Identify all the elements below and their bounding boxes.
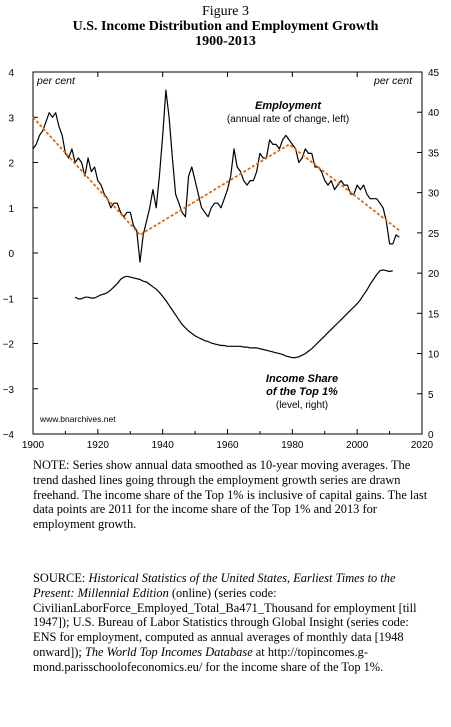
- note-paragraph: NOTE: Series show annual data smoothed a…: [33, 458, 433, 532]
- left-tick-label: −2: [3, 340, 15, 351]
- left-tick-label: 0: [8, 249, 14, 260]
- right-tick-label: 25: [428, 229, 440, 240]
- left-axis-unit-label: per cent: [36, 75, 76, 87]
- source-prefix: SOURCE:: [33, 571, 89, 585]
- income-share-sublabel: (level, right): [276, 400, 328, 411]
- source-title-world-top-incomes: The World Top Incomes Database: [84, 644, 253, 659]
- figure-title-line2: 1900-2013: [195, 34, 256, 49]
- plot-frame: [32, 71, 423, 435]
- label-layer: per cent per cent Employment (annual rat…: [36, 75, 413, 424]
- right-tick-label: 35: [428, 148, 440, 159]
- figure-title-line1: U.S. Income Distribution and Employment …: [72, 19, 379, 34]
- series-layer: [32, 89, 400, 359]
- source-details-2: at http://topincomes.g-mond.parisschoolo…: [33, 644, 384, 674]
- right-tick-label: 0: [428, 430, 434, 441]
- x-tick-label-2020: 2020: [411, 440, 434, 451]
- right-tick-label: 10: [428, 350, 440, 361]
- right-tick-label: 45: [428, 68, 440, 79]
- left-tick-label: 3: [8, 113, 14, 124]
- axes-layer: [32, 71, 423, 435]
- figure-number: Figure 3: [201, 4, 250, 19]
- employment-growth-line: [32, 89, 400, 263]
- source-title-historical-statistics: Historical Statistics of the United Stat…: [33, 571, 396, 600]
- income-share-top1-line: [74, 269, 393, 359]
- left-tick-label: −4: [3, 430, 15, 441]
- left-tick-label: 2: [8, 159, 14, 170]
- income-share-label-line1: Income Share: [266, 373, 338, 385]
- source-site-label: www.bnarchives.net: [39, 414, 116, 424]
- employment-trend-dashed-line: [32, 116, 400, 236]
- source-details-1: (online) (series code: CivilianLaborForc…: [33, 585, 417, 659]
- income-share-label-line2: of the Top 1%: [266, 386, 338, 398]
- right-tick-label: 5: [428, 390, 434, 401]
- right-tick-label: 40: [428, 108, 440, 119]
- ticks-layer: 1900 1920 1940 1960 1980 2000 202043210−1−2−3−…: [3, 68, 440, 451]
- left-tick-label: 4: [8, 68, 14, 79]
- left-tick-label: −3: [3, 385, 15, 396]
- left-tick-label: −1: [3, 294, 15, 305]
- figure-header: Figure 3 U.S. Income Distribution and Em…: [0, 4, 451, 49]
- chart: 1900 1920 1940 1960 1980 2000 202043210−1−2−3−…: [3, 68, 440, 451]
- right-tick-label: 15: [428, 309, 440, 320]
- employment-label: Employment: [255, 100, 322, 112]
- right-tick-label: 20: [428, 269, 440, 280]
- employment-sublabel: (annual rate of change, left): [227, 114, 349, 125]
- x-tick-label-1900: 1900: [22, 440, 45, 451]
- left-tick-label: 1: [8, 204, 14, 215]
- note-text: NOTE: Series show annual data smoothed a…: [33, 458, 428, 532]
- x-tick-label-2000: 2000: [346, 440, 369, 451]
- x-tick-label-1960: 1960: [216, 440, 239, 451]
- right-axis-unit-label: per cent: [373, 75, 413, 87]
- right-tick-label: 30: [428, 189, 440, 200]
- x-tick-label-1940: 1940: [152, 440, 175, 451]
- x-tick-label-1920: 1920: [87, 440, 110, 451]
- source-paragraph: SOURCE: Historical Statistics of the Uni…: [33, 571, 433, 675]
- x-tick-label-1980: 1980: [281, 440, 304, 451]
